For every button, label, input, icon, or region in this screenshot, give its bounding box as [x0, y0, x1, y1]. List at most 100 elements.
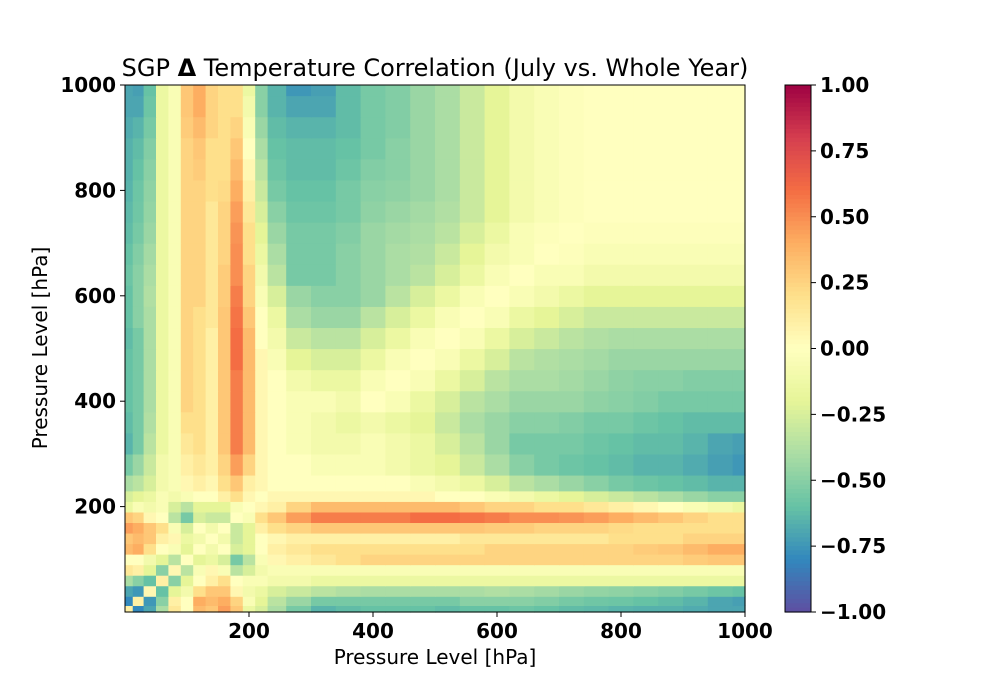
heatmap-cell — [435, 532, 461, 545]
heatmap-cell — [509, 327, 535, 350]
heatmap-cell — [410, 95, 436, 118]
heatmap-cell — [267, 390, 287, 413]
colorbar-segment — [785, 546, 811, 552]
heatmap-cell — [360, 179, 386, 202]
heatmap-cell — [707, 490, 734, 502]
heatmap-cell — [658, 501, 684, 513]
heatmap-cell — [168, 95, 182, 118]
heatmap-cell — [707, 369, 734, 392]
heatmap-cells — [125, 85, 746, 613]
heatmap-cell — [633, 564, 659, 576]
heatmap-cell — [509, 222, 535, 244]
heatmap-cell — [255, 137, 269, 160]
heatmap-cell — [143, 306, 157, 329]
heatmap-cell — [311, 285, 337, 307]
heatmap-cell — [633, 474, 659, 492]
colorbar-segment — [785, 598, 811, 604]
colorbar-segment — [785, 212, 811, 218]
heatmap-cell — [658, 432, 684, 455]
heatmap-cell — [683, 222, 709, 244]
heatmap-cell — [360, 596, 386, 607]
heatmap-cell — [143, 605, 157, 613]
heatmap-cell — [156, 243, 169, 265]
heatmap-cell — [168, 116, 182, 139]
heatmap-cell — [435, 264, 461, 286]
heatmap-cell — [633, 585, 659, 597]
colorbar-segment — [785, 506, 811, 512]
heatmap-cell — [683, 432, 709, 455]
y-tick-label: 1000 — [60, 73, 116, 97]
heatmap-cell — [267, 95, 287, 118]
heatmap-cell — [311, 522, 337, 534]
heatmap-cell — [132, 95, 145, 118]
heatmap-cell — [286, 453, 312, 476]
colorbar-segment — [785, 392, 811, 398]
heatmap-cell — [205, 511, 219, 524]
colorbar-segment — [785, 423, 811, 429]
heatmap-cell — [534, 348, 560, 371]
heatmap-cell — [534, 453, 560, 476]
heatmap-cell — [484, 369, 510, 392]
heatmap-cell — [311, 116, 337, 139]
heatmap-cell — [459, 543, 486, 555]
heatmap-cell — [125, 596, 134, 607]
heatmap-cell — [534, 95, 560, 118]
heatmap-cell — [583, 285, 610, 307]
title-prefix: SGP — [122, 54, 178, 82]
heatmap-cell — [180, 532, 194, 545]
heatmap-cell — [286, 264, 312, 286]
heatmap-cell — [410, 501, 436, 513]
heatmap-cell — [156, 532, 169, 545]
heatmap-cell — [385, 605, 411, 613]
heatmap-cell — [732, 511, 746, 524]
heatmap-cell — [193, 200, 207, 223]
heatmap-cell — [608, 348, 634, 371]
heatmap-cell — [156, 554, 169, 566]
colorbar-segment — [785, 322, 811, 328]
heatmap-cell — [255, 95, 269, 118]
colorbar-segment — [785, 568, 811, 574]
heatmap-cell — [435, 137, 461, 160]
heatmap-cell — [230, 158, 244, 181]
heatmap-cell — [658, 264, 684, 286]
heatmap-cell — [658, 474, 684, 492]
heatmap-cell — [509, 243, 535, 265]
heatmap-cell — [242, 532, 256, 545]
heatmap-cell — [658, 95, 684, 118]
heatmap-cell — [255, 116, 269, 139]
heatmap-cell — [168, 390, 182, 413]
heatmap-cell — [205, 222, 219, 244]
heatmap-cell — [180, 327, 194, 350]
heatmap-cell — [707, 474, 734, 492]
heatmap-cell — [242, 554, 256, 566]
heatmap-cell — [707, 285, 734, 307]
heatmap-cell — [180, 522, 194, 534]
colorbar-segment — [785, 396, 811, 402]
heatmap-cell — [193, 285, 207, 307]
heatmap-cell — [385, 179, 411, 202]
heatmap-cell — [360, 222, 386, 244]
heatmap-cell — [180, 511, 194, 524]
heatmap-cell — [218, 511, 231, 524]
colorbar-segment — [785, 326, 811, 332]
heatmap-cell — [608, 511, 634, 524]
heatmap-cell — [484, 285, 510, 307]
heatmap-cell — [205, 264, 219, 286]
heatmap-cell — [205, 390, 219, 413]
heatmap-cell — [633, 369, 659, 392]
heatmap-cell — [132, 222, 145, 244]
heatmap-cell — [583, 532, 610, 545]
heatmap-cell — [658, 348, 684, 371]
y-tick-label: 800 — [74, 178, 116, 202]
colorbar-segment — [785, 462, 811, 468]
heatmap-cell — [633, 306, 659, 329]
heatmap-cell — [230, 116, 244, 139]
heatmap-cell — [608, 95, 634, 118]
heatmap-cell — [435, 95, 461, 118]
heatmap-cell — [168, 327, 182, 350]
heatmap-cell — [683, 285, 709, 307]
colorbar-segment — [785, 515, 811, 521]
colorbar-tick-label: −0.75 — [820, 534, 886, 558]
heatmap-cell — [267, 327, 287, 350]
heatmap-cell — [218, 158, 231, 181]
